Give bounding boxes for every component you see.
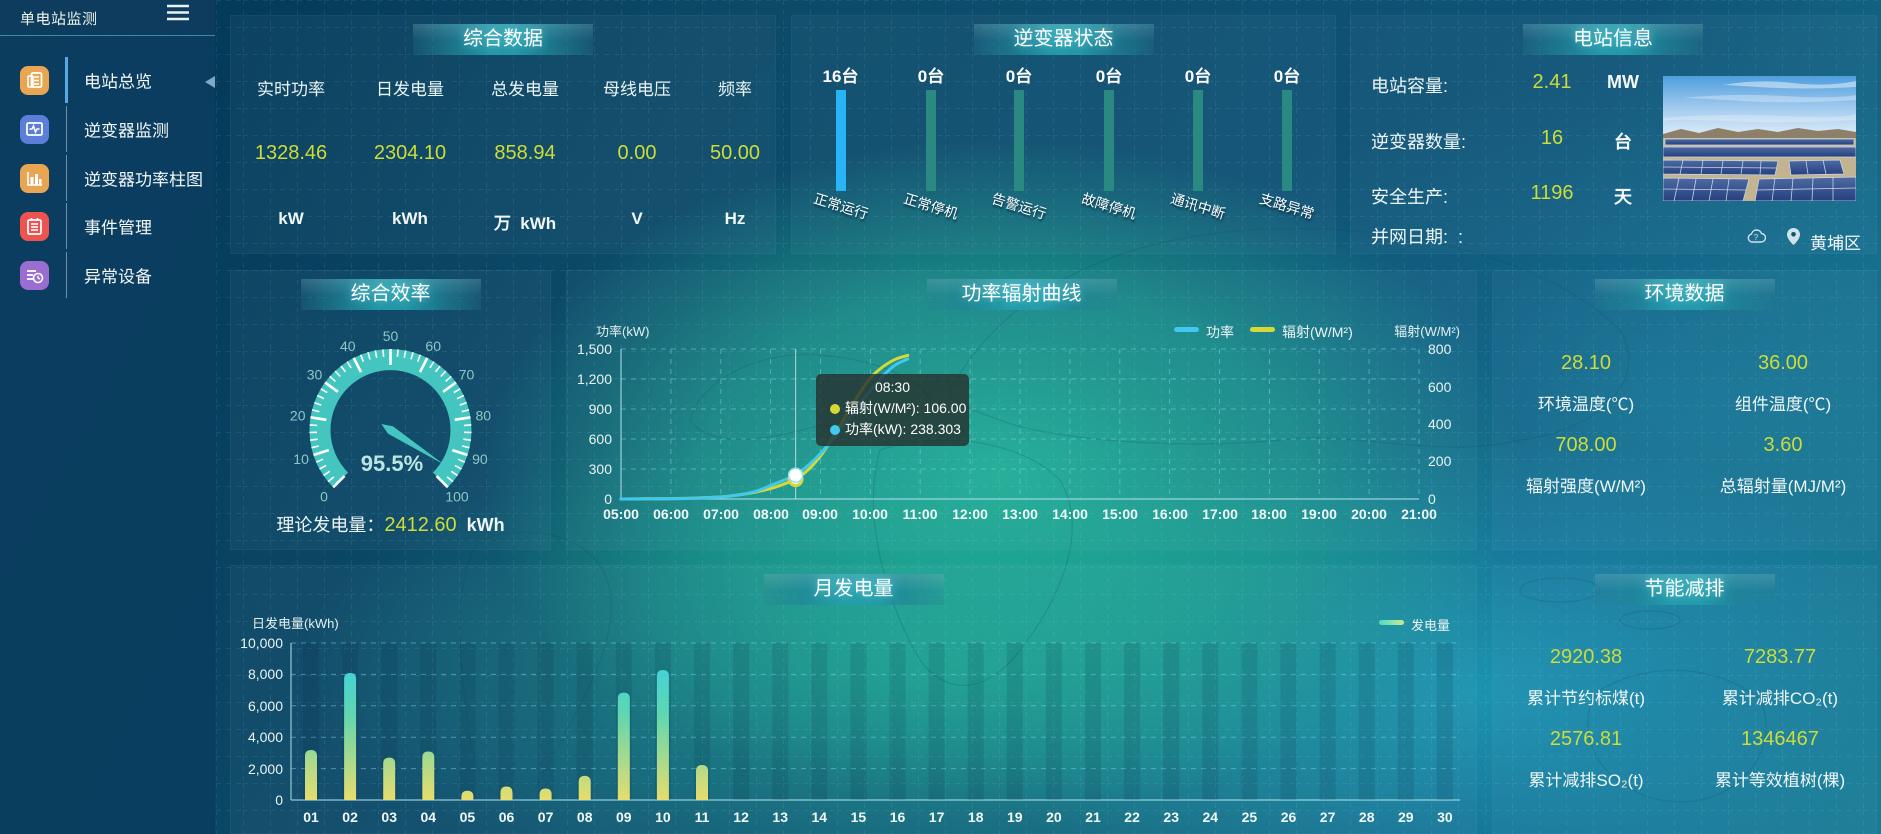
svg-text:12: 12 [733,809,749,825]
svg-text:04: 04 [421,809,437,825]
svg-text:20: 20 [1046,809,1062,825]
svg-text:19:00: 19:00 [1301,506,1337,522]
svg-text:95.5%: 95.5% [361,451,423,476]
svg-text:30: 30 [307,367,323,383]
svg-text:17:00: 17:00 [1202,506,1238,522]
svg-text:21: 21 [1085,809,1101,825]
svg-text:0: 0 [320,489,328,505]
svg-text:08:00: 08:00 [753,506,789,522]
svg-text:05:00: 05:00 [603,506,639,522]
svg-text:06:00: 06:00 [653,506,689,522]
svg-text:70: 70 [459,367,475,383]
svg-text:辐射(W/M²): 辐射(W/M²) [1394,324,1460,339]
svg-text:功率(kW): 功率(kW) [596,324,649,339]
svg-text:?: ? [1754,233,1759,242]
svg-text:03: 03 [381,809,397,825]
svg-text:0: 0 [1428,491,1436,507]
svg-text:20:00: 20:00 [1351,506,1387,522]
svg-text:14: 14 [812,809,828,825]
svg-text:900: 900 [589,401,613,417]
svg-text:50: 50 [383,328,399,344]
svg-text:17: 17 [929,809,945,825]
svg-text:0: 0 [275,792,283,808]
svg-text:09:00: 09:00 [802,506,838,522]
svg-text:6,000: 6,000 [248,698,283,714]
svg-text:1,500: 1,500 [577,341,612,357]
svg-text:发电量: 发电量 [1411,618,1450,633]
svg-text:01: 01 [303,809,319,825]
svg-text:24: 24 [1203,809,1219,825]
svg-text:28: 28 [1359,809,1375,825]
svg-text:21:00: 21:00 [1401,506,1437,522]
svg-text:600: 600 [1428,379,1452,395]
svg-text:15:00: 15:00 [1102,506,1138,522]
svg-text:60: 60 [425,338,441,354]
svg-text:08: 08 [577,809,593,825]
svg-text:4,000: 4,000 [248,729,283,745]
svg-text:23: 23 [1163,809,1179,825]
svg-text:300: 300 [589,461,613,477]
svg-text:13: 13 [772,809,788,825]
svg-text:日发电量(kWh): 日发电量(kWh) [252,616,339,631]
svg-text:14:00: 14:00 [1052,506,1088,522]
svg-text:07:00: 07:00 [703,506,739,522]
svg-text:30: 30 [1437,809,1453,825]
svg-text:12:00: 12:00 [952,506,988,522]
svg-text:16: 16 [890,809,906,825]
svg-text:20: 20 [290,407,306,423]
svg-text:400: 400 [1428,416,1452,432]
svg-text:19: 19 [1007,809,1023,825]
svg-text:8,000: 8,000 [248,666,283,682]
svg-text:13:00: 13:00 [1002,506,1038,522]
svg-text:40: 40 [340,338,356,354]
svg-text:10: 10 [655,809,671,825]
svg-text:90: 90 [472,451,488,467]
svg-text:29: 29 [1398,809,1414,825]
svg-text:15: 15 [851,809,867,825]
svg-text:02: 02 [342,809,358,825]
svg-text:06: 06 [499,809,515,825]
svg-text:800: 800 [1428,341,1452,357]
svg-text:200: 200 [1428,453,1452,469]
svg-text:600: 600 [589,431,613,447]
svg-text:18: 18 [968,809,984,825]
svg-text:80: 80 [476,407,492,423]
svg-text:0: 0 [604,491,612,507]
svg-text:25: 25 [1242,809,1258,825]
svg-text:功率: 功率 [1206,324,1234,340]
svg-text:10:00: 10:00 [852,506,888,522]
svg-text:2,000: 2,000 [248,761,283,777]
svg-text:07: 07 [538,809,554,825]
svg-text:09: 09 [616,809,632,825]
svg-text:100: 100 [445,489,469,505]
svg-text:22: 22 [1124,809,1140,825]
svg-text:05: 05 [460,809,476,825]
svg-text:10: 10 [293,451,309,467]
svg-text:辐射(W/M²): 辐射(W/M²) [1282,324,1353,340]
svg-text:11: 11 [695,809,710,825]
svg-text:10,000: 10,000 [240,635,283,651]
svg-text:16:00: 16:00 [1152,506,1188,522]
svg-text:18:00: 18:00 [1251,506,1287,522]
svg-text:27: 27 [1320,809,1336,825]
svg-text:1,200: 1,200 [577,371,612,387]
svg-text:11:00: 11:00 [902,506,937,522]
svg-text:26: 26 [1281,809,1297,825]
